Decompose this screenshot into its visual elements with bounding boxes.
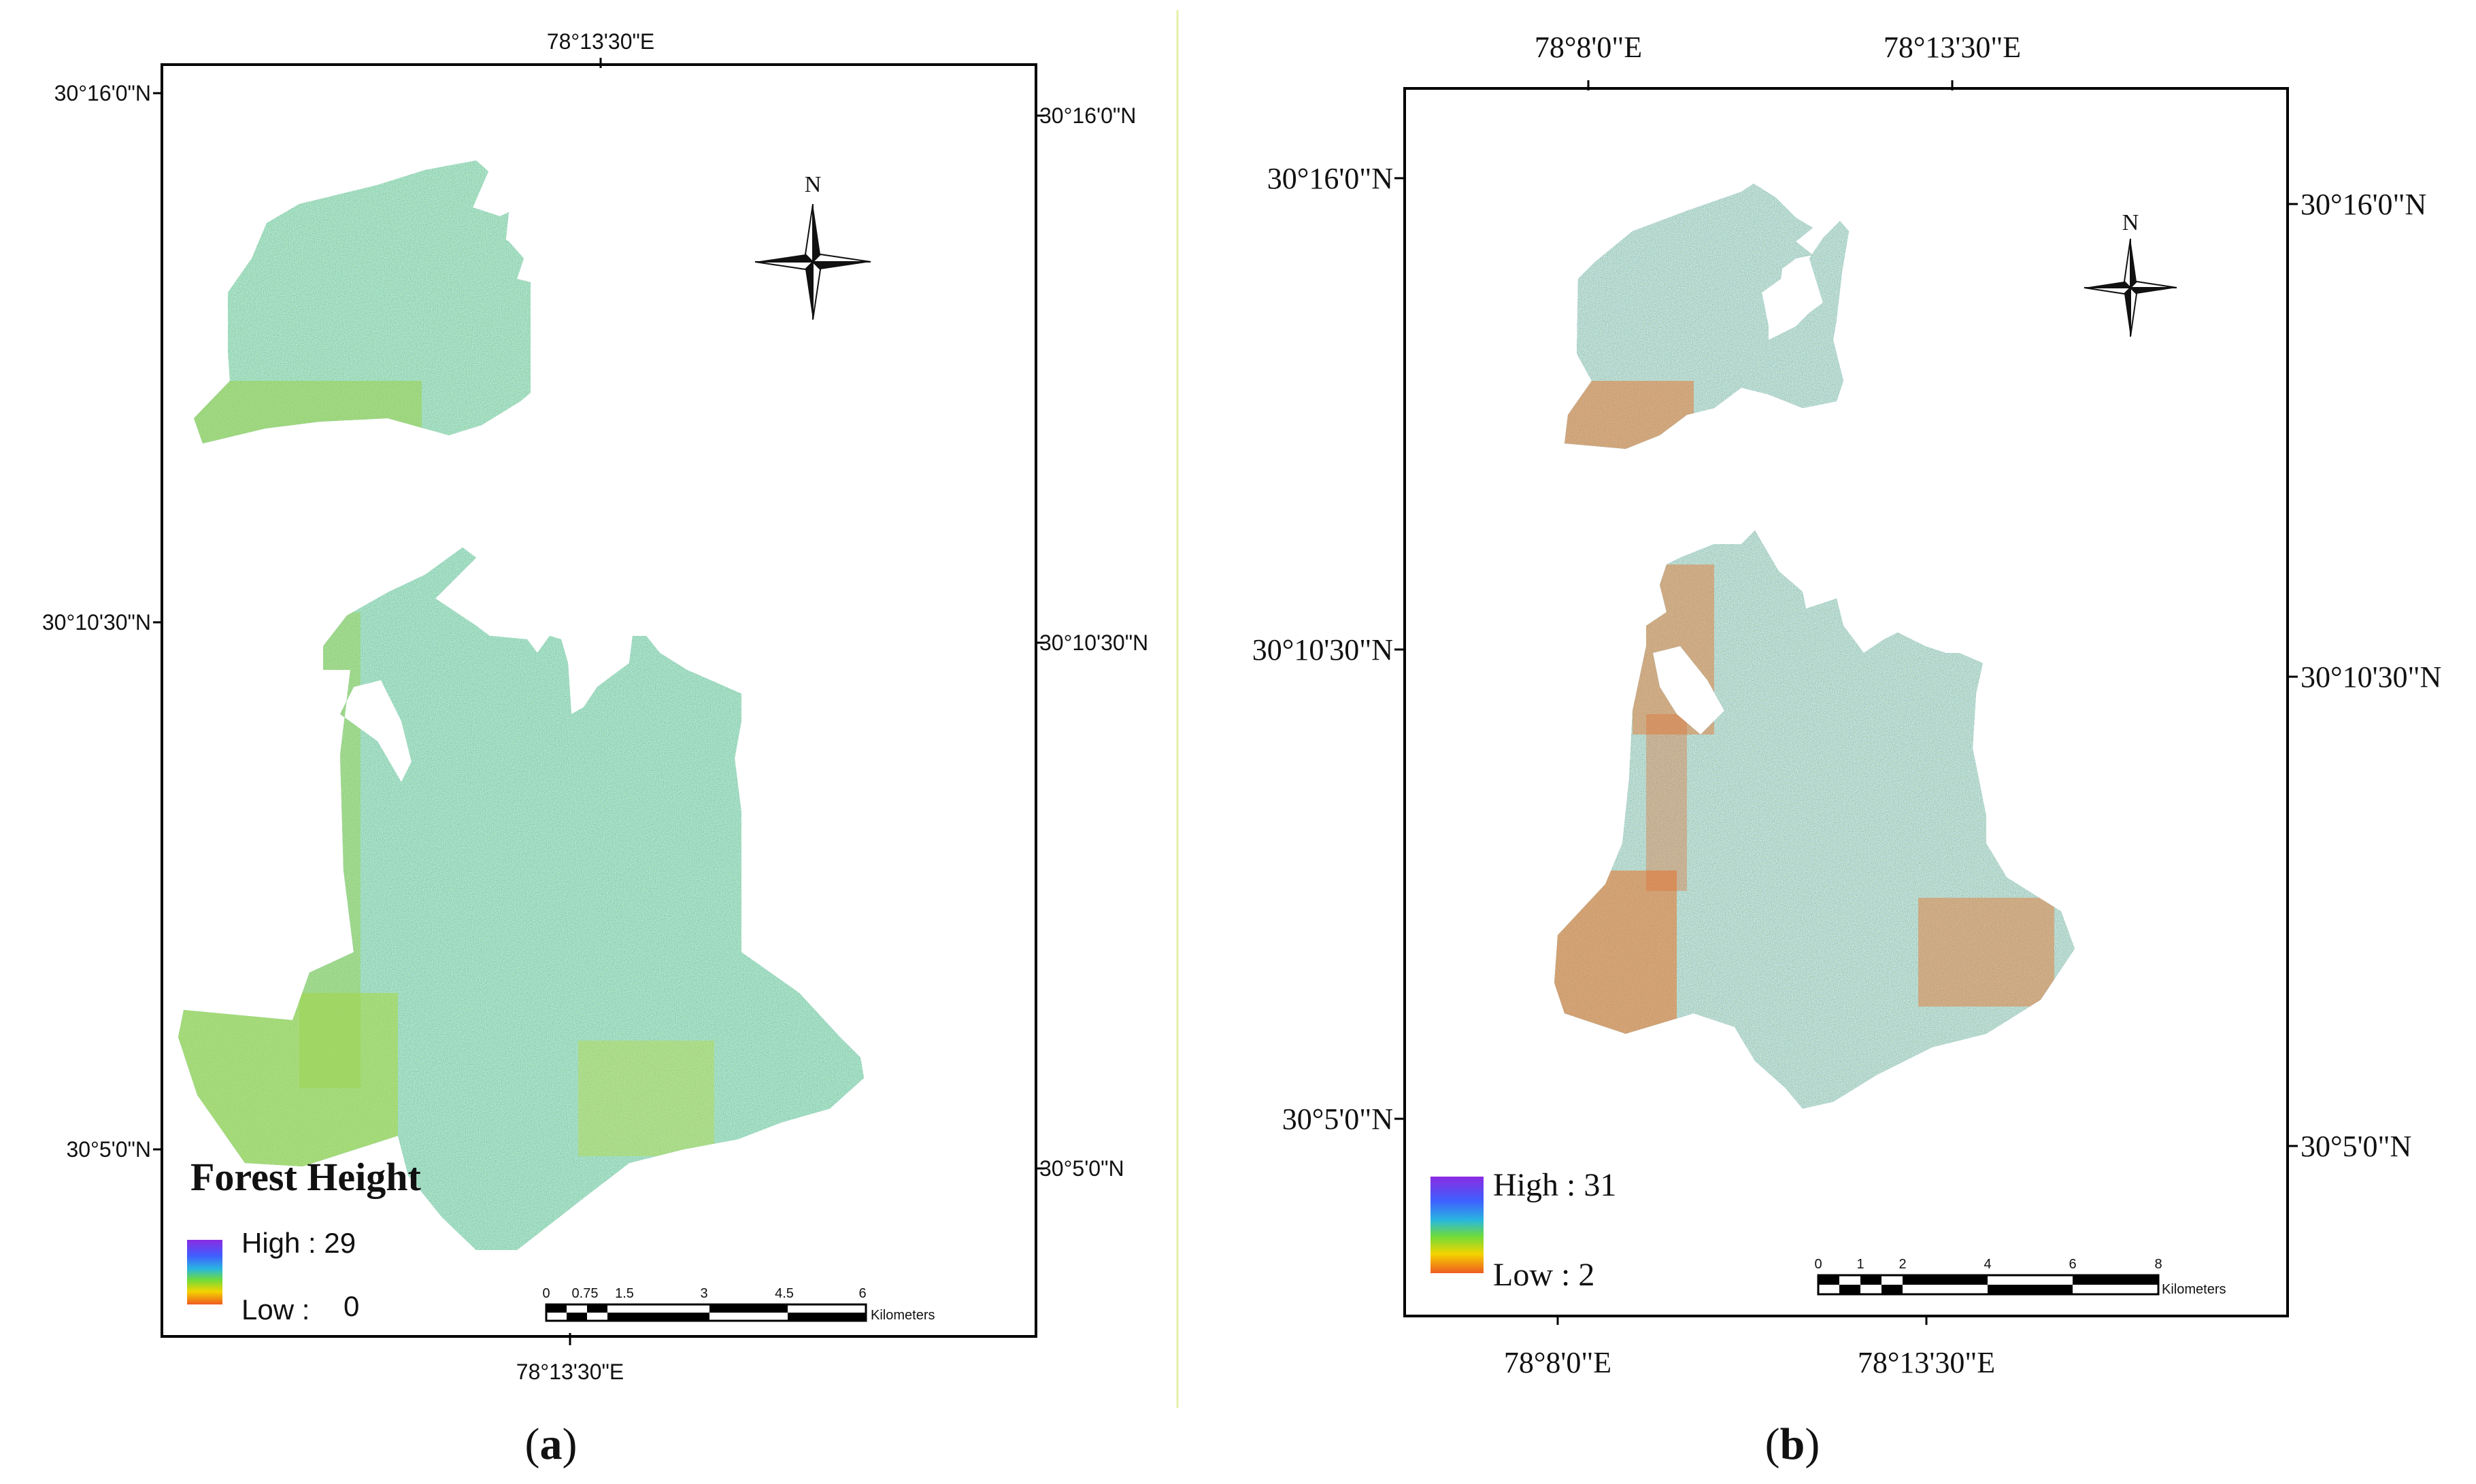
- caption-letter-a: a: [540, 1419, 563, 1469]
- svg-text:(b): (b): [1765, 1419, 1820, 1469]
- north-arrow-a: [754, 203, 871, 320]
- top-lon-label-a: 78°13'30"E: [547, 29, 654, 54]
- legend-low-a: Low :: [241, 1294, 310, 1326]
- caption-letter-b: b: [1780, 1419, 1805, 1469]
- top-lon-label-b-2: 78°13'30"E: [1884, 31, 2021, 64]
- caption-a: (a): [525, 1419, 578, 1469]
- right-lat-label-a-3: 30°5'0"N: [1039, 1156, 1124, 1181]
- scale-tick-b-3: 4: [1984, 1257, 1991, 1272]
- panel-a: N 78°13'30"E 78°13'30"E 30°16'0"N 30°10'…: [42, 29, 1148, 1384]
- bottom-lon-label-a: 78°13'30"E: [516, 1360, 624, 1384]
- north-label-b: N: [2122, 210, 2139, 235]
- scale-tick-b-4: 6: [2069, 1257, 2076, 1272]
- legend-ramp-b: [1431, 1177, 1484, 1273]
- scale-tick-a-4: 4.5: [775, 1286, 794, 1301]
- caption-b: (b): [1765, 1419, 1820, 1469]
- svg-text:(a): (a): [525, 1419, 578, 1469]
- scale-tick-b-1: 1: [1856, 1257, 1864, 1272]
- north-arrow-b: [2084, 238, 2177, 337]
- scale-tick-b-2: 2: [1898, 1257, 1906, 1272]
- scale-unit-b: Kilometers: [2162, 1282, 2226, 1297]
- right-lat-label-b-1: 30°16'0"N: [2301, 188, 2426, 221]
- legend-low-b: Low : 2: [1493, 1257, 1594, 1293]
- scale-tick-b-5: 8: [2154, 1257, 2162, 1272]
- left-lat-label-a-3: 30°5'0"N: [66, 1137, 151, 1162]
- bottom-lon-label-b-1: 78°8'0"E: [1504, 1346, 1611, 1379]
- left-lat-label-a-2: 30°10'30"N: [42, 610, 151, 635]
- scale-tick-a-1: 0.75: [572, 1286, 599, 1301]
- scale-tick-b-0: 0: [1814, 1257, 1822, 1272]
- legend-high-b: High : 31: [1493, 1167, 1616, 1203]
- bottom-lon-label-b-2: 78°13'30"E: [1858, 1346, 1995, 1379]
- right-lat-label-b-2: 30°10'30"N: [2301, 660, 2441, 694]
- legend-ramp-a: [187, 1240, 222, 1304]
- left-lat-label-b-3: 30°5'0"N: [1282, 1102, 1393, 1136]
- scale-tick-a-0: 0: [542, 1286, 550, 1301]
- scale-unit-a: Kilometers: [871, 1308, 935, 1323]
- legend-high-a: High : 29: [241, 1227, 356, 1259]
- legend-low-value-a: 0: [344, 1290, 359, 1322]
- left-lat-label-b-2: 30°10'30"N: [1252, 633, 1393, 667]
- scale-bar-b: 0 1 2 4 6 8 Kilometers: [1814, 1257, 2226, 1297]
- north-label-a: N: [805, 172, 822, 197]
- map-title-a: Forest Height: [190, 1155, 421, 1199]
- right-lat-label-b-3: 30°5'0"N: [2301, 1130, 2411, 1163]
- left-lat-label-a-1: 30°16'0"N: [54, 81, 151, 105]
- scale-tick-a-5: 6: [858, 1286, 866, 1301]
- scale-tick-a-3: 3: [700, 1286, 707, 1301]
- scale-bar-a: 0 0.75 1.5 3 4.5 6 Kilometers: [542, 1286, 935, 1323]
- right-lat-label-a-2: 30°10'30"N: [1039, 630, 1148, 655]
- left-lat-label-b-1: 30°16'0"N: [1267, 162, 1393, 195]
- top-lon-label-b-1: 78°8'0"E: [1535, 31, 1642, 64]
- right-lat-label-a-1: 30°16'0"N: [1039, 103, 1136, 128]
- scale-tick-a-2: 1.5: [615, 1286, 634, 1301]
- panel-b: N 78°8'0"E 78°13'30"E 78°8'0"E 78°13'30"…: [1252, 31, 2442, 1379]
